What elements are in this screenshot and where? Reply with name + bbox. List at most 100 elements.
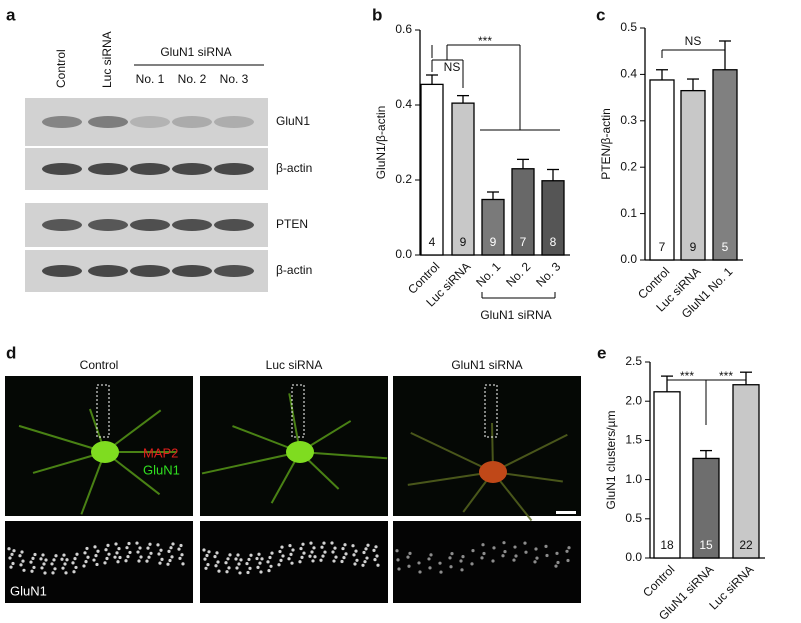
blot-band <box>42 265 82 277</box>
puncta <box>225 570 229 574</box>
puncta <box>74 565 78 570</box>
puncta <box>544 544 548 548</box>
puncta <box>139 555 143 559</box>
puncta <box>259 570 263 574</box>
puncta <box>566 558 570 563</box>
puncta <box>267 569 271 573</box>
puncta <box>470 562 474 566</box>
puncta <box>374 545 378 549</box>
puncta <box>353 562 357 566</box>
column-title: Control <box>80 358 119 372</box>
bar <box>541 180 565 256</box>
puncta <box>85 546 89 551</box>
puncta <box>138 546 142 550</box>
puncta <box>239 558 243 562</box>
soma <box>479 461 507 483</box>
puncta <box>203 557 207 561</box>
puncta <box>160 557 164 561</box>
n-label: 15 <box>699 538 713 552</box>
puncta <box>214 564 218 568</box>
y-tick-label: 0.1 <box>620 206 637 220</box>
puncta <box>287 557 291 561</box>
puncta <box>322 541 326 545</box>
puncta <box>53 567 57 571</box>
puncta <box>311 559 315 563</box>
puncta <box>73 556 77 561</box>
puncta <box>492 546 496 550</box>
puncta <box>323 550 327 554</box>
puncta <box>460 568 464 572</box>
blot-band <box>172 219 212 231</box>
x-tick-label: No. 1 <box>473 259 503 289</box>
blot-band <box>172 163 212 175</box>
puncta <box>51 571 55 575</box>
puncta <box>257 552 261 556</box>
puncta <box>206 563 210 567</box>
puncta <box>268 555 272 560</box>
puncta <box>280 545 284 549</box>
inset <box>200 521 388 603</box>
band-label: β-actin <box>276 161 312 175</box>
puncta <box>363 560 367 564</box>
y-tick-label: 0.6 <box>395 22 412 36</box>
puncta <box>279 558 283 562</box>
puncta <box>565 549 569 553</box>
puncta <box>340 559 344 564</box>
puncta <box>482 551 486 556</box>
lane-label: Control <box>54 49 68 88</box>
band-label: GluN1 <box>276 114 310 128</box>
puncta <box>146 546 150 550</box>
puncta <box>330 541 334 545</box>
puncta <box>355 558 359 562</box>
puncta <box>491 559 495 563</box>
puncta <box>375 554 379 558</box>
puncta <box>21 559 25 563</box>
y-tick-label: 1.0 <box>625 472 642 486</box>
puncta <box>289 552 293 556</box>
puncta <box>104 548 108 552</box>
puncta <box>439 570 443 574</box>
puncta <box>376 563 380 567</box>
puncta <box>298 560 302 564</box>
puncta <box>310 550 314 554</box>
puncta <box>450 551 454 556</box>
puncta <box>64 571 68 575</box>
blot-band <box>214 163 254 175</box>
puncta <box>116 560 120 564</box>
bar <box>680 89 706 261</box>
puncta <box>361 563 365 567</box>
puncta <box>204 566 208 570</box>
n-label: 9 <box>490 235 497 249</box>
puncta <box>149 551 153 555</box>
y-tick-label: 0.0 <box>395 247 412 261</box>
blot-band <box>172 116 212 128</box>
bar <box>653 391 681 559</box>
n-label: 7 <box>520 235 527 249</box>
puncta <box>94 554 98 558</box>
x-tick-label: No. 2 <box>503 259 533 289</box>
puncta <box>302 551 306 555</box>
puncta <box>84 560 88 564</box>
puncta <box>40 566 44 570</box>
puncta <box>448 556 452 560</box>
soma <box>91 441 119 463</box>
puncta <box>106 543 110 547</box>
blot-band <box>214 265 254 277</box>
puncta <box>18 554 22 558</box>
puncta <box>202 548 206 552</box>
puncta <box>428 566 432 570</box>
puncta <box>178 556 182 560</box>
puncta <box>256 565 260 570</box>
puncta <box>343 543 347 547</box>
puncta <box>513 545 517 549</box>
blot-band <box>130 265 170 277</box>
puncta <box>290 561 294 565</box>
puncta <box>217 569 221 573</box>
puncta <box>179 543 183 548</box>
puncta <box>158 561 162 565</box>
puncta <box>301 542 305 546</box>
puncta <box>11 561 15 566</box>
blot-band <box>130 163 170 175</box>
y-tick-label: 0.5 <box>620 20 637 34</box>
